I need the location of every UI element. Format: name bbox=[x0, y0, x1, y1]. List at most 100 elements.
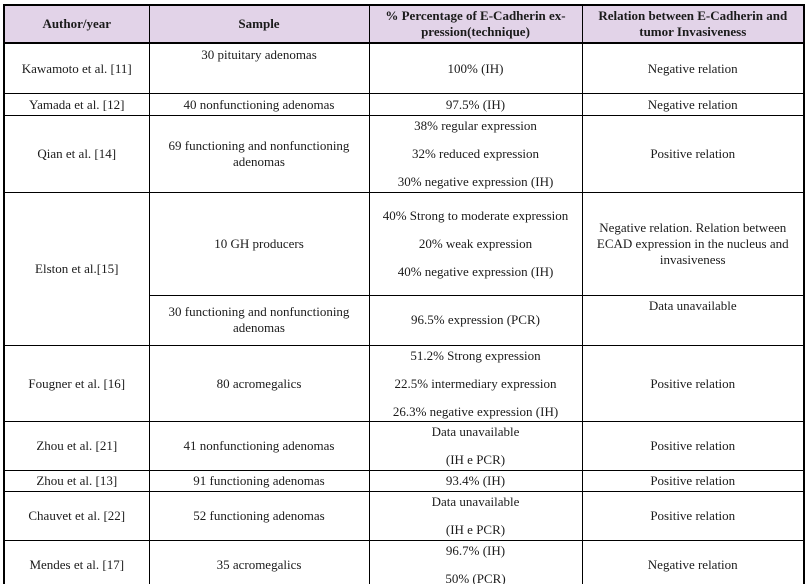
table-cell: 35 acromegalics bbox=[148, 539, 370, 584]
table-row: Chauvet et al. [22] 52 functioning adenom… bbox=[3, 491, 805, 541]
cell-line: 40% negative expression (IH) bbox=[397, 263, 554, 279]
table-cell: 38% regular expression 32% reduced expres… bbox=[368, 115, 583, 193]
cell-line bbox=[158, 74, 361, 90]
cell-line: Positive relation bbox=[650, 473, 736, 489]
header-row: Author/year Sample % Percentage of E-Cad… bbox=[3, 4, 805, 44]
cell-line: 96.7% (IH) bbox=[445, 543, 506, 559]
table-cell: Kawamoto et al. [11] bbox=[3, 42, 150, 95]
table-cell: Data unavailable (IH e PCR) bbox=[368, 491, 583, 541]
cell-line: 22.5% intermediary expression bbox=[394, 375, 557, 391]
table-cell: 40% Strong to moderate expression 20% wea… bbox=[368, 191, 583, 296]
table-cell: Positive relation bbox=[581, 470, 805, 493]
cell-line: 32% reduced expression bbox=[411, 146, 540, 162]
cell-line: 30 functioning and nonfunctioning adenom… bbox=[168, 304, 350, 336]
table-cell: Positive relation bbox=[581, 344, 805, 423]
cell-line bbox=[591, 326, 796, 342]
cell-line: Data unavailable bbox=[431, 494, 520, 510]
table-cell: 100% (IH) bbox=[368, 42, 583, 95]
cell-line: Negative relation bbox=[647, 557, 738, 573]
table-cell: 30 functioning and nonfunctioning adenom… bbox=[148, 294, 370, 346]
cell-line: Kawamoto et al. [11] bbox=[21, 60, 132, 76]
table-row: 30 functioning and nonfunctioning adenom… bbox=[4, 294, 805, 346]
table-cell: 41 nonfunctioning adenomas bbox=[148, 421, 370, 472]
table-header: Author/year Sample % Percentage of E-Cad… bbox=[3, 4, 805, 44]
cell-line: 40% Strong to moderate expression bbox=[382, 208, 569, 223]
cell-line: 10 GH producers bbox=[214, 235, 304, 251]
table-cell: 52 functioning adenomas bbox=[148, 491, 370, 541]
col-header-sample: Sample bbox=[148, 4, 370, 44]
cell-line: 35 acromegalics bbox=[216, 557, 302, 573]
cell-line: 80 acromegalics bbox=[216, 375, 302, 391]
cell-line: Negative relation. Relation between ECAD… bbox=[596, 220, 789, 267]
cell-line: 91 functioning adenomas bbox=[193, 473, 325, 489]
cell-line: 26.3% negative expression (IH) bbox=[392, 403, 559, 419]
table-cell: 30 pituitary adenomas bbox=[148, 42, 370, 95]
table-cell: Data unavailable (IH e PCR) bbox=[368, 421, 583, 472]
cell-line: Positive relation bbox=[650, 375, 736, 391]
table-row: Yamada et al. [12] 40 nonfunctioning aden… bbox=[3, 93, 805, 117]
table-cell: 96.5% expression (PCR) bbox=[368, 294, 583, 346]
table-cell: 93.4% (IH) bbox=[368, 470, 583, 493]
col-header-author-year: Author/year bbox=[3, 4, 150, 44]
table-row: Elston et al.[15] 10 GH producers 40% Stro… bbox=[3, 191, 805, 346]
studies-table: Author/year Sample % Percentage of E-Cad… bbox=[3, 4, 805, 584]
table-cell: Yamada et al. [12] bbox=[3, 93, 150, 117]
table-row: Qian et al. [14] 69 functioning and nonfu… bbox=[3, 115, 805, 193]
table-row: Zhou et al. [13] 91 functioning adenomas 9… bbox=[3, 470, 805, 493]
cell-line: Qian et al. [14] bbox=[37, 146, 117, 162]
table-cell: 40 nonfunctioning adenomas bbox=[148, 93, 370, 117]
table-cell: 80 acromegalics bbox=[148, 344, 370, 423]
cell-line: Fougner et al. [16] bbox=[28, 375, 126, 391]
col-header-relation: Relation between E-Cadherin and tumor In… bbox=[581, 4, 805, 44]
table-cell: Fougner et al. [16] bbox=[3, 344, 150, 423]
table-cell: 97.5% (IH) bbox=[368, 93, 583, 117]
cell-line: 50% (PCR) bbox=[445, 571, 506, 584]
col-header-expression: % Percentage of E-Cadherin ex-pression(t… bbox=[368, 4, 583, 44]
cell-line: 30% negative expression (IH) bbox=[397, 173, 554, 189]
table-cell: Negative relation bbox=[581, 93, 805, 117]
table-cell: Chauvet et al. [22] bbox=[3, 491, 150, 541]
cell-line: (IH e PCR) bbox=[445, 521, 506, 537]
table-cell: Positive relation bbox=[581, 115, 805, 193]
cell-line: 52 functioning adenomas bbox=[193, 508, 325, 524]
table-cell: Zhou et al. [13] bbox=[3, 470, 150, 493]
cell-line: (IH e PCR) bbox=[445, 452, 506, 468]
cell-line: Mendes et al. [17] bbox=[29, 557, 125, 573]
table-cell: 96.7% (IH) 50% (PCR) bbox=[368, 539, 583, 584]
cell-line: Data unavailable bbox=[431, 424, 520, 440]
cell-line: Chauvet et al. [22] bbox=[28, 508, 126, 524]
cell-line: 30 pituitary adenomas bbox=[201, 46, 317, 62]
cell-line: Positive relation bbox=[650, 508, 736, 524]
table-cell: Elston et al.[15] bbox=[3, 191, 150, 346]
cell-line: Negative relation bbox=[647, 60, 738, 76]
table-cell: Mendes et al. [17] bbox=[3, 539, 150, 584]
table-cell: Negative relation bbox=[581, 539, 805, 584]
table-cell: Positive relation bbox=[581, 421, 805, 472]
cell-line: 38% regular expression bbox=[414, 118, 537, 134]
cell-line: 93.4% (IH) bbox=[445, 473, 506, 489]
cell-line: 97.5% (IH) bbox=[445, 96, 506, 112]
table-cell: Zhou et al. [21] bbox=[3, 421, 150, 472]
cell-line: Zhou et al. [13] bbox=[36, 473, 118, 489]
cell-line: 51.2% Strong expression bbox=[410, 347, 541, 363]
table-cell: Negative relation bbox=[581, 42, 805, 95]
table-cell: Negative relation. Relation between ECAD… bbox=[581, 191, 805, 296]
cell-line: 96.5% expression (PCR) bbox=[411, 312, 540, 328]
cell-line: Zhou et al. [21] bbox=[36, 438, 118, 454]
table-body: Kawamoto et al. [11] 30 pituitary adenoma… bbox=[3, 42, 805, 584]
table-cell: 51.2% Strong expression 22.5% intermediar… bbox=[368, 344, 583, 423]
table-row: Kawamoto et al. [11] 30 pituitary adenoma… bbox=[3, 42, 805, 95]
cell-line: Negative relation bbox=[647, 96, 738, 112]
cell-line: Positive relation bbox=[650, 438, 736, 454]
table-cell: Positive relation bbox=[581, 491, 805, 541]
table-cell: 10 GH producers bbox=[148, 191, 370, 296]
table-cell: 69 functioning and nonfunctioning adenom… bbox=[148, 115, 370, 193]
cell-line: Positive relation bbox=[650, 146, 736, 162]
cell-line: Yamada et al. [12] bbox=[29, 96, 125, 112]
cell-line: 40 nonfunctioning adenomas bbox=[183, 96, 335, 112]
table-cell: Data unavailable bbox=[581, 294, 805, 346]
table-row: Fougner et al. [16] 80 acromegalics 51.2% … bbox=[3, 344, 805, 423]
cell-line: Data unavailable bbox=[648, 298, 737, 314]
cell-line: 41 nonfunctioning adenomas bbox=[183, 438, 335, 454]
